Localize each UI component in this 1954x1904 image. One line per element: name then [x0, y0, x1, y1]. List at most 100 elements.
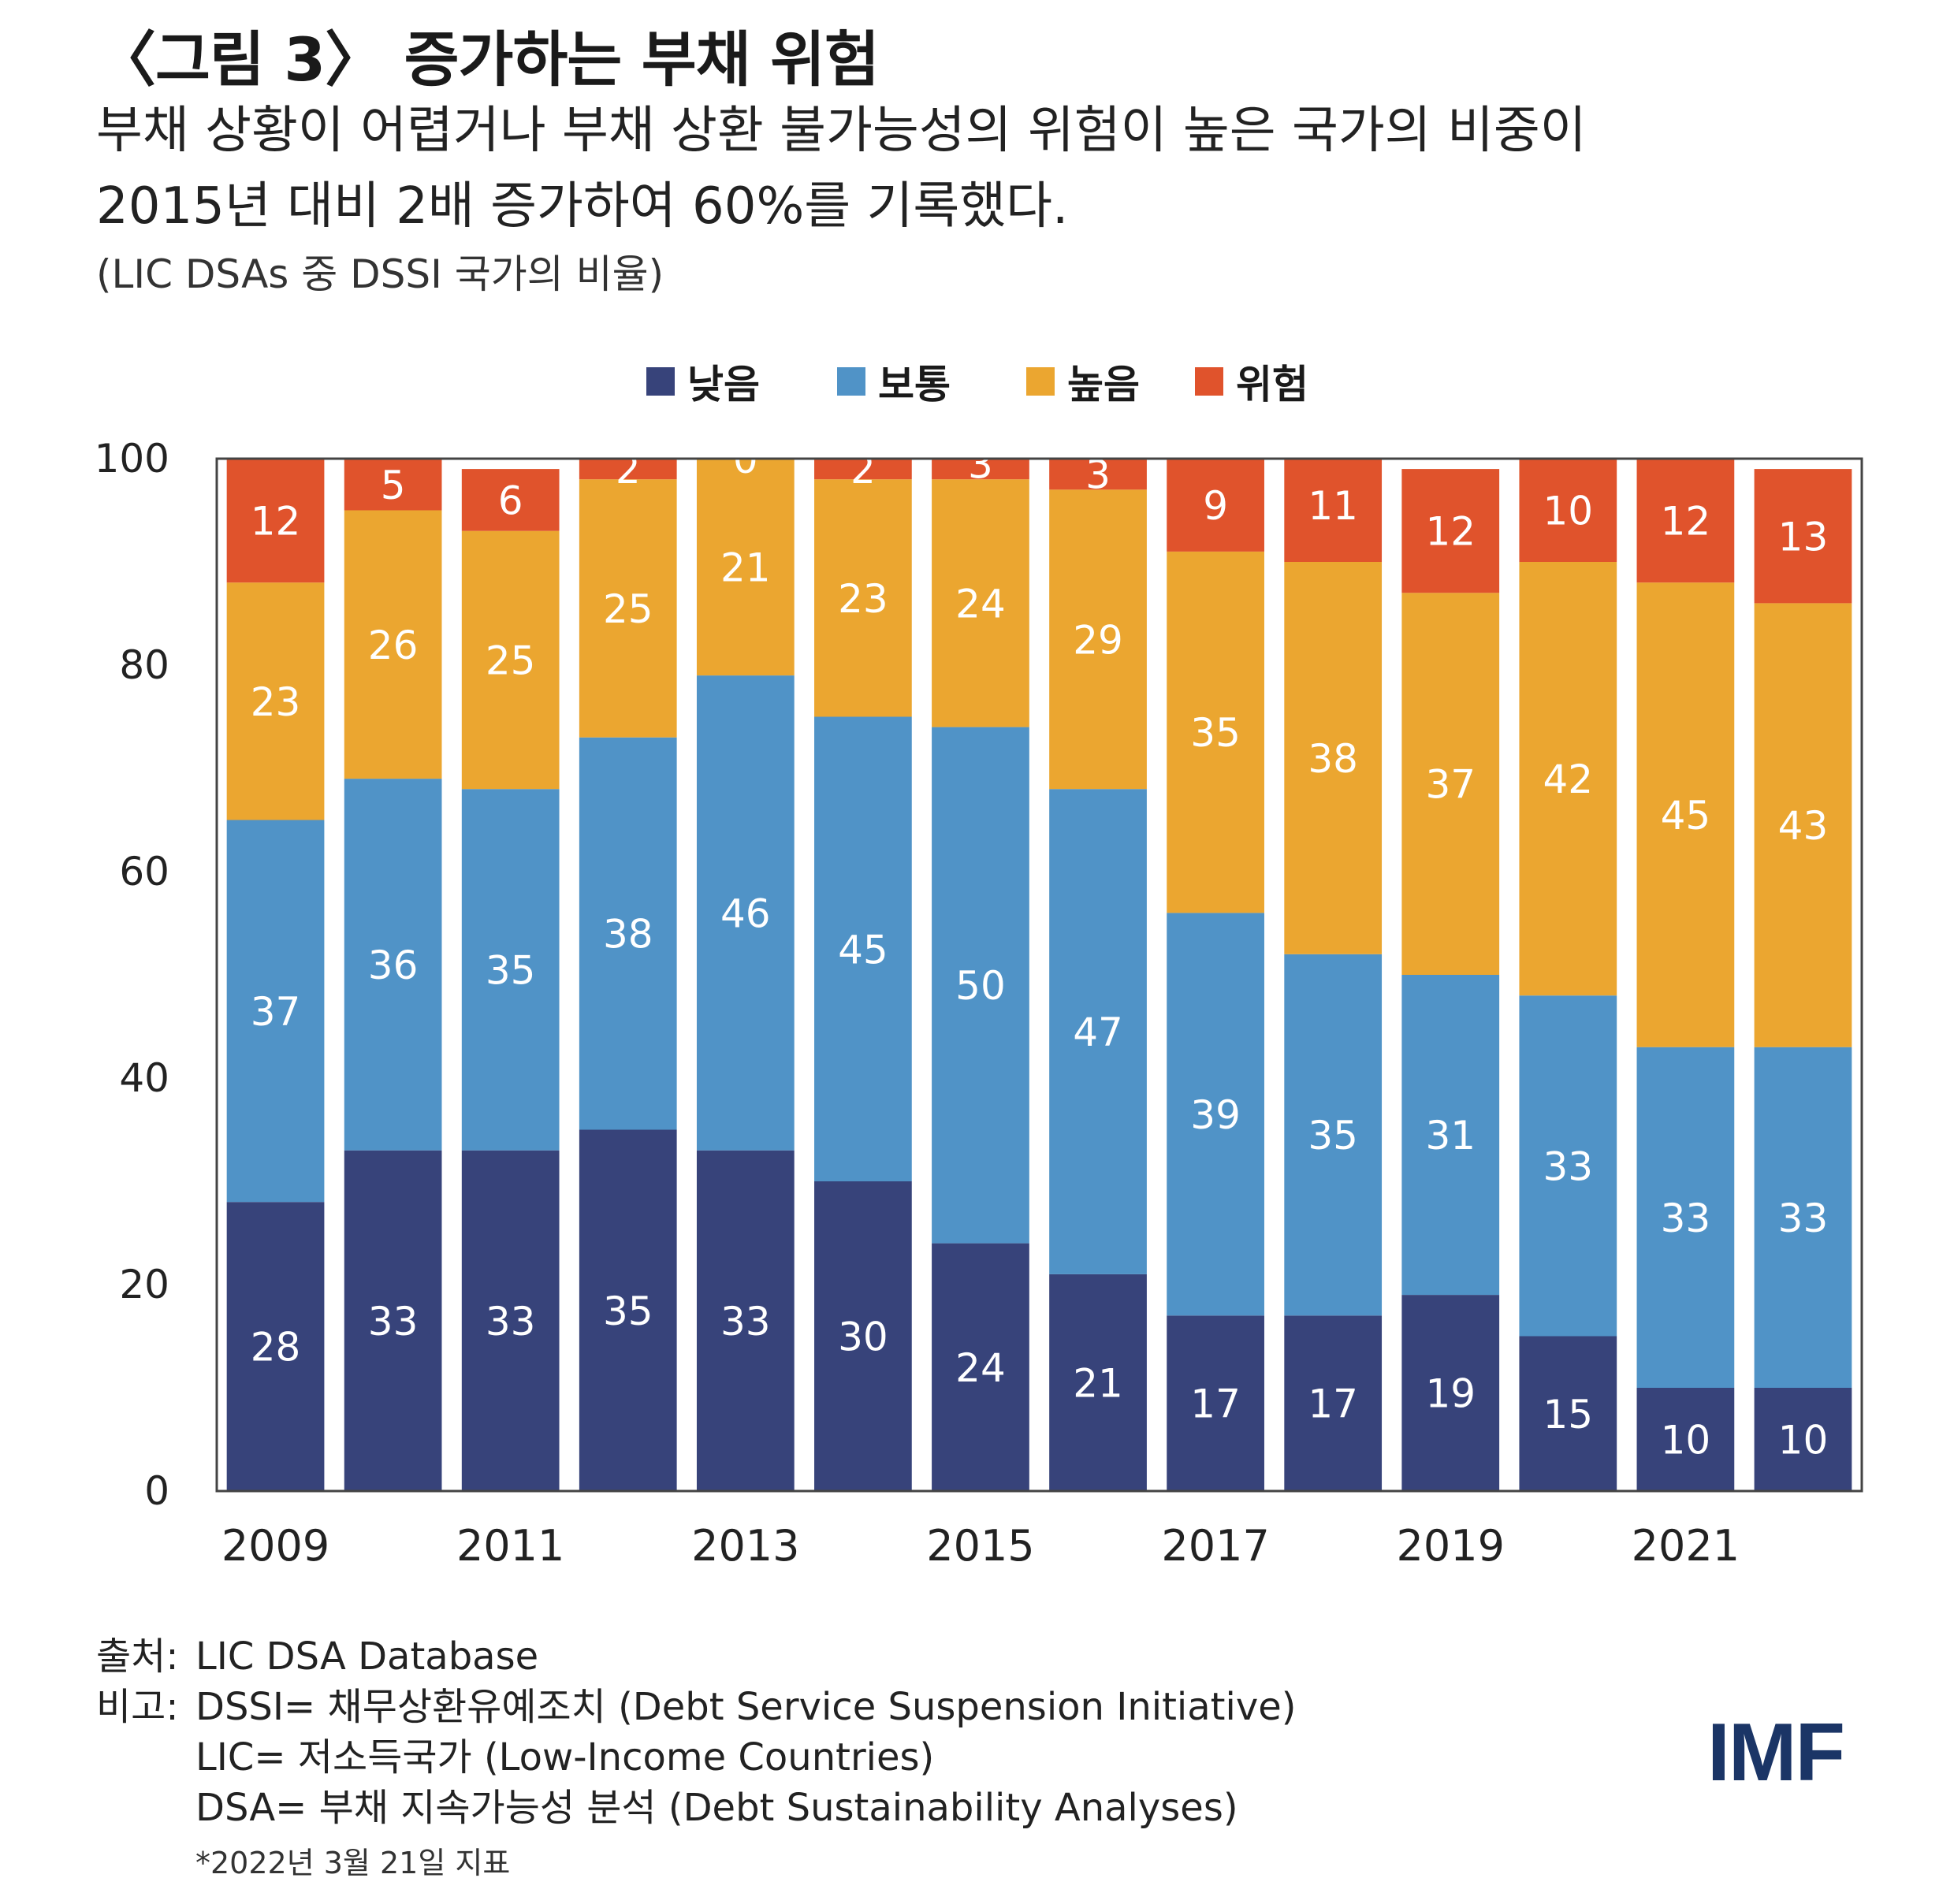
chart-footer: 출처: LIC DSA Database 비고: DSSI= 채무상환유예조치 … [96, 1631, 1297, 1888]
source-key: 출처: [96, 1634, 179, 1679]
bar-segment [579, 459, 677, 480]
plot-frame [215, 457, 1863, 1493]
bar-data-label: 24 [955, 581, 1006, 627]
source-value: LIC DSA Database [195, 1634, 539, 1679]
bar-stack-2018 [1284, 459, 1383, 1491]
chart-subtitle: 부채 상황이 어렵거나 부채 상환 불가능성의 위험이 높은 국가의 비중이 2… [96, 93, 1587, 244]
bar-segment [226, 582, 325, 820]
legend-item-high: 높음 [1026, 353, 1140, 410]
bar-data-label: 38 [1308, 736, 1358, 782]
bar-data-label: 17 [1190, 1382, 1241, 1427]
bar-groups [226, 459, 1852, 1491]
bar-data-label: 45 [1661, 793, 1711, 839]
y-tick-label: 40 [119, 1055, 169, 1101]
x-tick-label: 2009 [221, 1521, 329, 1571]
bar-data-label: 26 [368, 623, 419, 668]
bar-data-label: 19 [1425, 1371, 1476, 1417]
bar-data-label: 43 [1778, 803, 1829, 849]
bar-data-label: 12 [1661, 499, 1711, 545]
legend-item-moderate: 보통 [837, 353, 951, 410]
bar-segment [1401, 975, 1500, 1296]
bar-segment [579, 1129, 677, 1491]
bar-data-label: 3 [968, 442, 993, 488]
bar-segment [1049, 789, 1147, 1274]
legend-label-moderate: 보통 [878, 362, 951, 407]
bar-data-label: 38 [603, 912, 653, 958]
bar-stack-2021 [1636, 459, 1735, 1491]
bar-data-label: 13 [1778, 514, 1829, 560]
subtitle-line-1: 부채 상황이 어렵거나 부채 상환 불가능성의 위험이 높은 국가의 비중이 [96, 102, 1587, 160]
bar-segment [1167, 1315, 1264, 1491]
bar-stack-2011 [461, 469, 560, 1491]
legend-label-low: 낮음 [687, 362, 760, 407]
x-tick-label: 2011 [456, 1521, 564, 1571]
legend-swatch-high [1026, 367, 1055, 396]
bar-data-label: 35 [1308, 1113, 1358, 1158]
bar-data-label: 2 [616, 447, 641, 493]
bar-segment [814, 479, 912, 717]
bar-segment [1519, 995, 1617, 1337]
bar-data-label: 42 [1543, 757, 1594, 802]
bar-stack-2022 [1754, 469, 1852, 1491]
bar-segment [1754, 1047, 1852, 1388]
bar-segment [814, 1181, 912, 1491]
y-tick-label: 0 [144, 1468, 169, 1514]
bar-segment [226, 459, 325, 583]
bar-segment [1401, 469, 1500, 593]
bar-segment [696, 459, 795, 676]
bar-data-label: 0 [733, 437, 758, 482]
bar-segment [814, 459, 912, 480]
bar-stack-2014 [814, 459, 912, 1491]
bar-data-label: 12 [251, 499, 301, 545]
bar-segment [344, 1150, 442, 1491]
bar-segment [1754, 469, 1852, 604]
bar-segment [1167, 551, 1264, 913]
x-tick-label: 2021 [1632, 1521, 1740, 1571]
note-line-1: DSSI= 채무상환유예조치 (Debt Service Suspension … [195, 1685, 1297, 1729]
note-row: 비고: DSSI= 채무상환유예조치 (Debt Service Suspens… [96, 1682, 1297, 1732]
x-tick-label: 2019 [1397, 1521, 1505, 1571]
bar-segment [932, 479, 1029, 727]
bar-segment [344, 510, 442, 779]
bar-segment [1167, 913, 1264, 1316]
bar-segment [1636, 1047, 1735, 1388]
bar-segment [1284, 459, 1383, 562]
bar-data-label: 37 [1425, 762, 1476, 808]
bar-data-label: 11 [1308, 483, 1358, 529]
bar-data-label: 17 [1308, 1382, 1358, 1427]
bar-data-label: 25 [486, 638, 536, 683]
bar-segment [1636, 459, 1735, 583]
bar-data-label: 47 [1073, 1010, 1123, 1055]
bar-segment [226, 820, 325, 1203]
bar-data-label: 28 [251, 1325, 301, 1370]
bar-data-label: 30 [838, 1315, 888, 1360]
bar-data-label: 35 [486, 947, 536, 993]
bar-data-label: 5 [381, 463, 406, 508]
bar-segment [1519, 1336, 1617, 1491]
bar-segment [696, 675, 795, 1151]
note-key: 비고: [96, 1685, 179, 1729]
y-tick-label: 60 [119, 849, 169, 894]
bar-segment [1754, 603, 1852, 1047]
bar-segment [932, 1243, 1029, 1491]
note-line-2: LIC= 저소득국가 (Low-Income Countries) [195, 1735, 935, 1779]
bar-data-label: 50 [955, 963, 1006, 1009]
bar-data-label: 33 [1543, 1144, 1594, 1189]
legend-label-high: 높음 [1067, 362, 1140, 407]
bar-data-label: 23 [838, 576, 888, 622]
bar-data-label: 10 [1543, 489, 1594, 534]
bar-data-label: 2 [850, 447, 876, 493]
bar-data-label: 37 [251, 989, 301, 1035]
bar-data-label: 10 [1778, 1418, 1829, 1463]
bar-segment [461, 789, 560, 1151]
bar-data-label: 12 [1425, 509, 1476, 555]
bar-segment [579, 479, 677, 738]
bar-data-label: 21 [720, 545, 771, 591]
bar-data-label: 35 [603, 1289, 653, 1334]
bar-segment [344, 779, 442, 1151]
unit-note: (LIC DSAs 중 DSSI 국가의 비율) [96, 251, 664, 297]
bar-segment [579, 737, 677, 1130]
bar-segment [1049, 1274, 1147, 1491]
bar-segment [1636, 582, 1735, 1047]
